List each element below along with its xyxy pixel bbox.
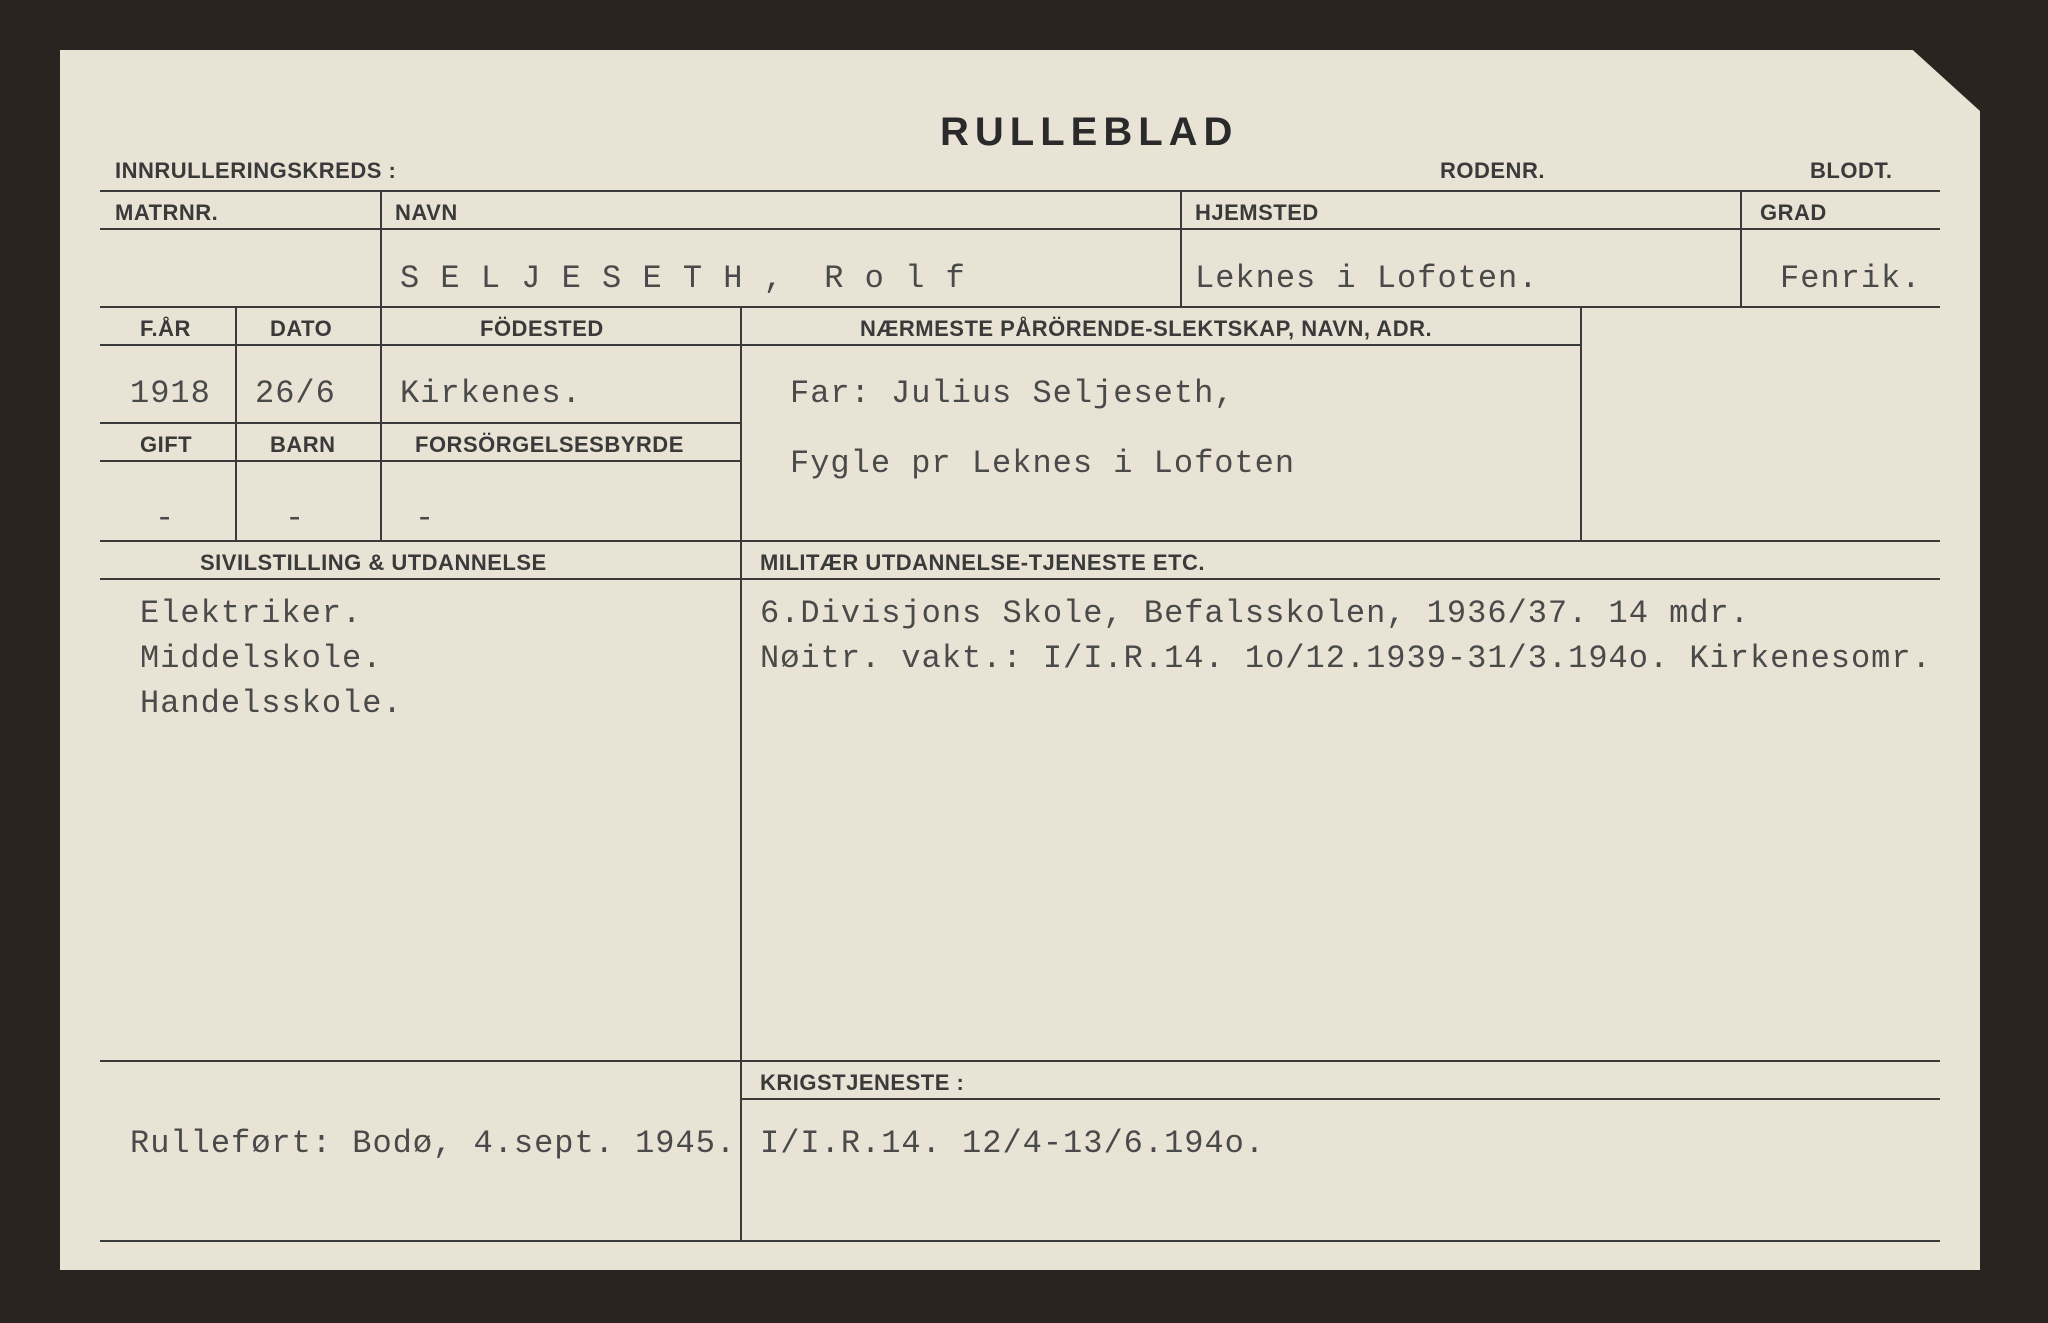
- value-fodested: Kirkenes.: [400, 375, 582, 412]
- value-sivil-3: Handelsskole.: [140, 685, 403, 722]
- label-innrulleringskreds: INNRULLERINGSKREDS :: [115, 158, 396, 184]
- value-navn: S E L J E S E T H , R o l f: [400, 260, 966, 297]
- vline-naermeste-right: [1580, 306, 1582, 540]
- vline-far: [235, 306, 237, 540]
- label-hjemsted: HJEMSTED: [1195, 200, 1319, 226]
- value-naermeste-2: Fygle pr Leknes i Lofoten: [790, 445, 1295, 482]
- label-fors: FORSÖRGELSESBYRDE: [415, 432, 684, 458]
- value-fors: -: [415, 500, 435, 537]
- value-dato: 26/6: [255, 375, 336, 412]
- value-barn: -: [285, 500, 305, 537]
- vline-hjemsted: [1180, 190, 1182, 306]
- hline-top: [100, 190, 1940, 192]
- value-naermeste-1: Far: Julius Seljeseth,: [790, 375, 1234, 412]
- label-barn: BARN: [270, 432, 336, 458]
- hline-r4-label: [100, 578, 1940, 580]
- label-blodt: BLODT.: [1810, 158, 1892, 184]
- label-sivil: SIVILSTILLING & UTDANNELSE: [200, 550, 547, 576]
- label-gift: GIFT: [140, 432, 192, 458]
- value-gift: -: [155, 500, 175, 537]
- value-krigs: I/I.R.14. 12/4-13/6.194o.: [760, 1125, 1265, 1162]
- value-rullefort: Rulleført: Bodø, 4.sept. 1945.: [130, 1125, 736, 1162]
- value-faar: 1918: [130, 375, 211, 412]
- hline-r2-label: [100, 344, 1580, 346]
- hline-bottom: [100, 1240, 1940, 1242]
- vline-dato: [380, 306, 382, 540]
- value-mil-1: 6.Divisjons Skole, Befalsskolen, 1936/37…: [760, 595, 1750, 632]
- hline-r3-bot: [100, 540, 1940, 542]
- title: RULLEBLAD: [940, 110, 1238, 155]
- vline-main: [740, 540, 742, 1240]
- label-krigs: KRIGSTJENESTE :: [760, 1070, 964, 1096]
- label-fodested: FÖDESTED: [480, 316, 604, 342]
- label-dato: DATO: [270, 316, 332, 342]
- label-matrnr: MATRNR.: [115, 200, 218, 226]
- vline-matrnr: [380, 190, 382, 306]
- label-grad: GRAD: [1760, 200, 1827, 226]
- label-naermeste: NÆRMESTE PÅRÖRENDE-SLEKTSKAP, NAVN, ADR.: [860, 316, 1432, 342]
- label-rodenr: RODENR.: [1440, 158, 1545, 184]
- hline-r2-bot: [100, 422, 740, 424]
- value-mil-2: Nøitr. vakt.: I/I.R.14. 1o/12.1939-31/3.…: [760, 640, 1932, 677]
- hline-r5-label: [740, 1098, 1940, 1100]
- hline-r4-bot: [100, 1060, 1940, 1062]
- hline-r3-label: [100, 460, 740, 462]
- value-grad: Fenrik.: [1780, 260, 1921, 297]
- label-militar: MILITÆR UTDANNELSE-TJENESTE ETC.: [760, 550, 1205, 576]
- value-hjemsted: Leknes i Lofoten.: [1195, 260, 1538, 297]
- record-card: RULLEBLAD INNRULLERINGSKREDS : RODENR. B…: [60, 50, 1980, 1270]
- hline-r1-label: [100, 228, 1940, 230]
- value-sivil-1: Elektriker.: [140, 595, 362, 632]
- vline-fodested: [740, 306, 742, 540]
- vline-grad: [1740, 190, 1742, 306]
- label-navn: NAVN: [395, 200, 458, 226]
- label-far: F.ÅR: [140, 316, 191, 342]
- value-sivil-2: Middelskole.: [140, 640, 382, 677]
- hline-r1-bot: [100, 306, 1940, 308]
